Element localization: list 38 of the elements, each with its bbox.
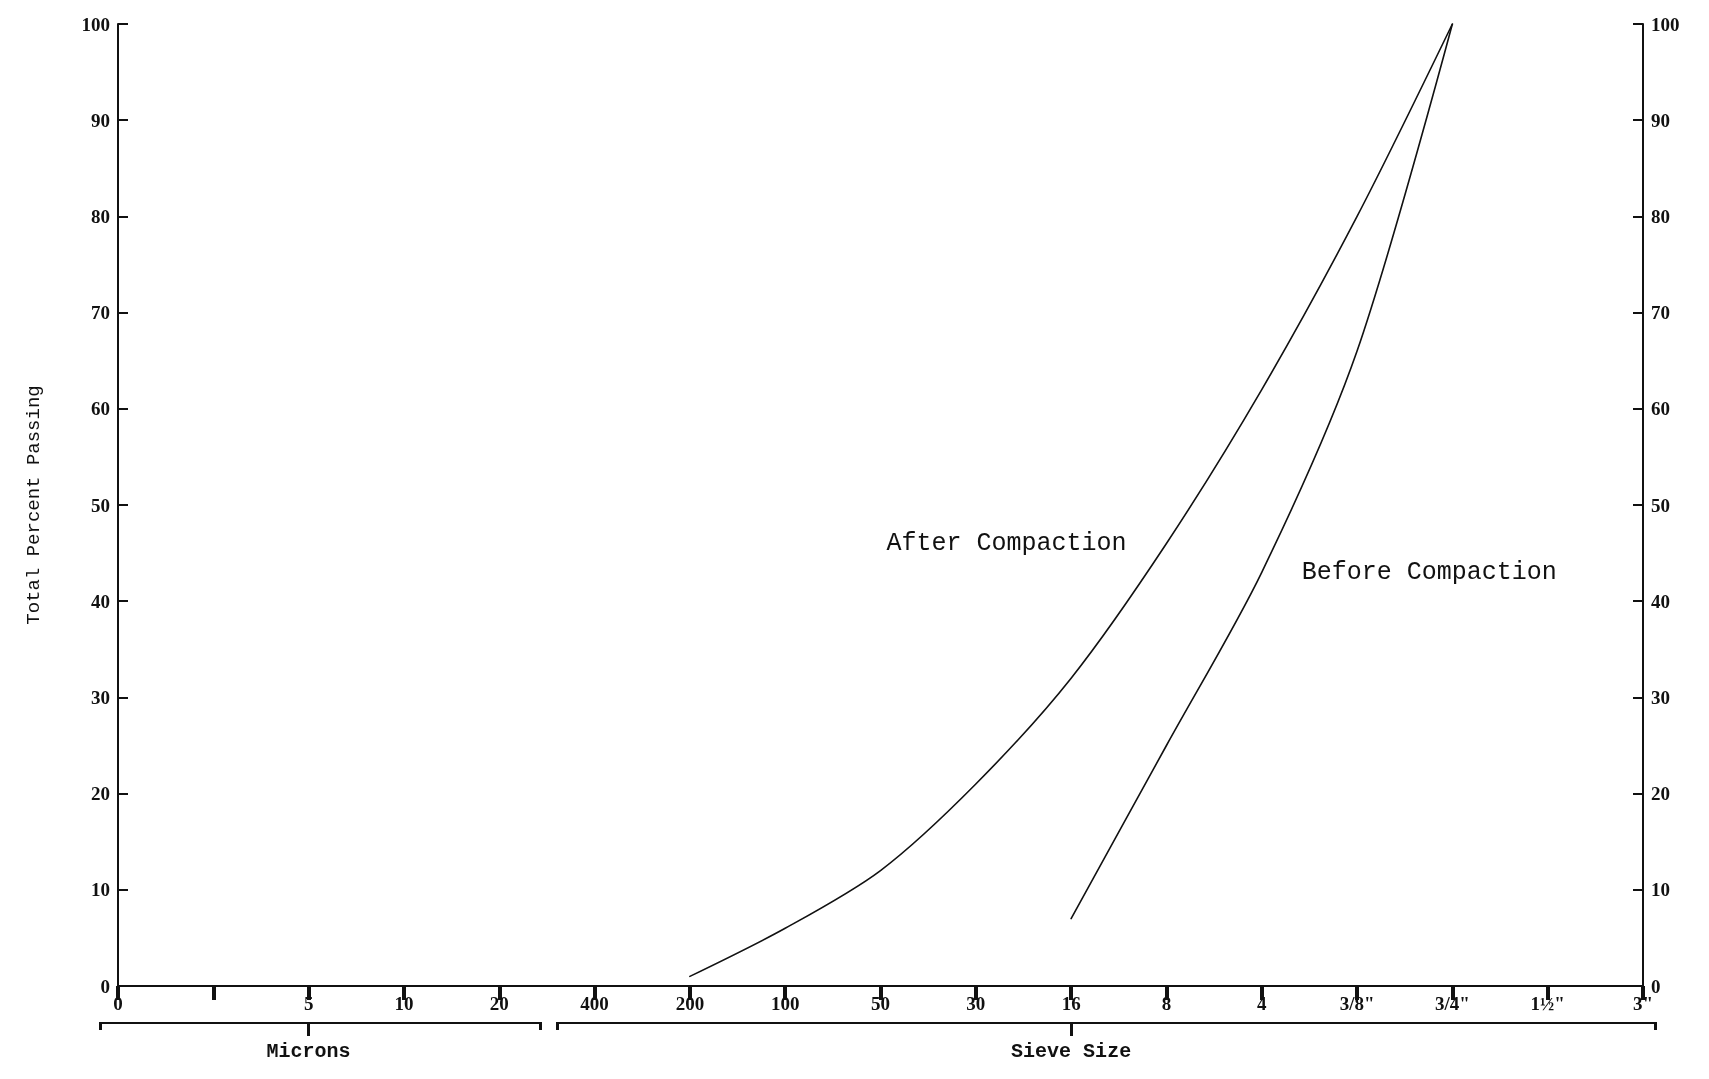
y-tick-label: 20 bbox=[91, 783, 110, 805]
y2-tick-label: 80 bbox=[1651, 205, 1670, 227]
x-tick-label: 200 bbox=[675, 993, 705, 1014]
series-label: Before Compaction bbox=[1301, 557, 1557, 587]
x-tick-label: 50 bbox=[871, 993, 890, 1014]
y2-tick-label: 70 bbox=[1651, 302, 1670, 324]
y2-tick-label: 100 bbox=[1651, 13, 1680, 35]
y-tick-label: 40 bbox=[91, 590, 110, 612]
y2-tick-label: 20 bbox=[1651, 783, 1670, 805]
y2-tick-label: 0 bbox=[1651, 975, 1661, 997]
x-tick-label: 3" bbox=[1632, 993, 1654, 1014]
x-tick-label: 400 bbox=[580, 993, 609, 1014]
y-tick-label: 90 bbox=[91, 109, 110, 131]
y2-tick-label: 40 bbox=[1651, 590, 1670, 612]
y2-tick-label: 50 bbox=[1651, 494, 1670, 516]
x-tick-label: 1½" bbox=[1530, 993, 1565, 1014]
y-tick-label: 100 bbox=[81, 13, 110, 35]
y-tick-label: 80 bbox=[91, 205, 110, 227]
y2-tick-label: 30 bbox=[1651, 686, 1670, 708]
y-axis-title: Total Percent Passing bbox=[22, 385, 45, 625]
text: Sieve Size bbox=[1010, 1040, 1133, 1063]
y-tick-label: 50 bbox=[91, 494, 110, 516]
text: Microns bbox=[265, 1040, 352, 1063]
x-tick-label: 10 bbox=[394, 993, 414, 1014]
x-tick-label: 16 bbox=[1061, 993, 1081, 1014]
x-tick-label: 30 bbox=[966, 993, 986, 1014]
y-tick-label: 70 bbox=[91, 302, 110, 324]
y-tick-label: 10 bbox=[91, 879, 110, 901]
series-label: After Compaction bbox=[886, 528, 1127, 558]
y2-tick-label: 90 bbox=[1651, 109, 1670, 131]
y-tick-label: 30 bbox=[91, 686, 110, 708]
y-tick-label: 60 bbox=[91, 398, 110, 420]
x-tick-label: 3/8" bbox=[1339, 993, 1375, 1014]
y2-tick-label: 10 bbox=[1651, 879, 1670, 901]
y-tick-label: 0 bbox=[100, 975, 110, 997]
x-tick-label: 20 bbox=[489, 993, 509, 1014]
y2-tick-label: 60 bbox=[1651, 398, 1670, 420]
x-tick-label: 3/4" bbox=[1434, 993, 1470, 1014]
